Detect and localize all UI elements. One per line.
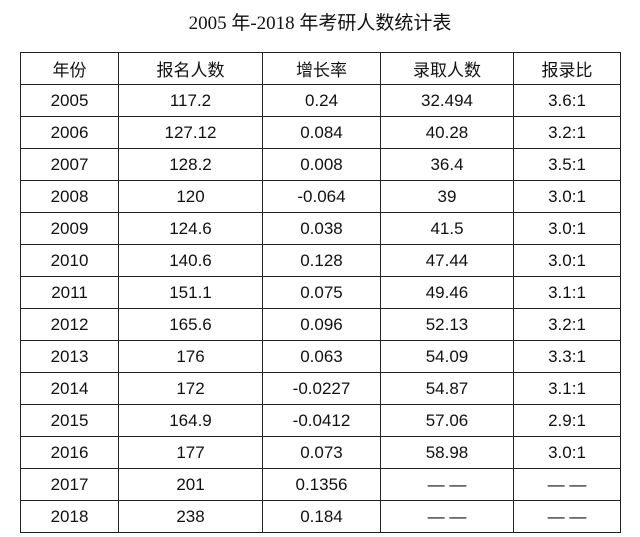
table-cell: 151.1	[118, 276, 263, 309]
table-cell: 47.44	[380, 244, 514, 277]
table-row: 2011 151.1 0.075 49.46 3.1:1	[20, 276, 621, 309]
table-cell: 49.46	[380, 276, 514, 309]
column-header: 报名人数	[118, 52, 263, 85]
table-cell: 40.28	[380, 116, 514, 149]
table-cell: 2.9:1	[513, 404, 621, 437]
table-cell: 0.075	[262, 276, 381, 309]
table-cell: 57.06	[380, 404, 514, 437]
table-cell: 2016	[20, 436, 119, 469]
table-cell: 0.084	[262, 116, 381, 149]
column-header: 增长率	[262, 52, 381, 85]
table-row: 2015 164.9 -0.0412 57.06 2.9:1	[20, 404, 621, 437]
table-row: 2017 201 0.1356— — — —	[20, 468, 621, 501]
header-row: 年份 报名人数 增长率 录取人数 报录比	[20, 52, 621, 85]
table-cell: 2010	[20, 244, 119, 277]
table-cell: 3.1:1	[513, 372, 621, 405]
table-cell: — —	[380, 468, 514, 501]
table-cell: 36.4	[380, 148, 514, 181]
table-cell: 3.0:1	[513, 244, 621, 277]
table-cell: 32.494	[380, 84, 514, 117]
table-cell: 2018	[20, 500, 119, 533]
table-cell: 2012	[20, 308, 119, 341]
table-cell: — —	[513, 468, 621, 501]
table-cell: 41.5	[380, 212, 514, 245]
table-cell: 39	[380, 180, 514, 213]
table-row: 2014 172 -0.0227 54.87 3.1:1	[20, 372, 621, 405]
table-cell: 140.6	[118, 244, 263, 277]
table-cell: 120	[118, 180, 263, 213]
table-row: 2018 238 0.184— — — —	[20, 500, 621, 533]
table-cell: 3.2:1	[513, 116, 621, 149]
data-table: 年份 报名人数 增长率 录取人数 报录比 2005 117.2 0.24 32.494 3.6:…	[20, 52, 621, 533]
table-cell: 127.12	[118, 116, 263, 149]
table-row: 2016 177 0.073 58.98 3.0:1	[20, 436, 621, 469]
table-row: 2008 120 -0.064 39 3.0:1	[20, 180, 621, 213]
table-cell: 0.128	[262, 244, 381, 277]
table-cell: 3.0:1	[513, 180, 621, 213]
table-cell: 2008	[20, 180, 119, 213]
table-cell: 3.3:1	[513, 340, 621, 373]
table-cell: 3.0:1	[513, 212, 621, 245]
table-row: 2006 127.12 0.084 40.28 3.2:1	[20, 116, 621, 149]
table-cell: 2006	[20, 116, 119, 149]
table-cell: 0.038	[262, 212, 381, 245]
table-row: 2010 140.6 0.128 47.44 3.0:1	[20, 244, 621, 277]
table-row: 2013 176 0.063 54.09 3.3:1	[20, 340, 621, 373]
table-cell: 0.184	[262, 500, 381, 533]
table-cell: 0.096	[262, 308, 381, 341]
table-cell: — —	[380, 500, 514, 533]
table-cell: 2015	[20, 404, 119, 437]
table-cell: 165.6	[118, 308, 263, 341]
table-cell: 54.87	[380, 372, 514, 405]
table-row: 2012 165.6 0.096 52.13 3.2:1	[20, 308, 621, 341]
table-cell: 52.13	[380, 308, 514, 341]
table-cell: 124.6	[118, 212, 263, 245]
table-cell: 128.2	[118, 148, 263, 181]
table-cell: 176	[118, 340, 263, 373]
table-cell: 54.09	[380, 340, 514, 373]
table-cell: 2009	[20, 212, 119, 245]
table-body: 2005 117.2 0.24 32.494 3.6:1 2006 127.12 0.084 4…	[20, 84, 621, 533]
table-title: 2005 年-2018 年考研人数统计表	[188, 13, 452, 34]
table-cell: 238	[118, 500, 263, 533]
table-cell: -0.0227	[262, 372, 381, 405]
table-cell: 3.6:1	[513, 84, 621, 117]
table-cell: 0.008	[262, 148, 381, 181]
table-cell: 164.9	[118, 404, 263, 437]
table-cell: 177	[118, 436, 263, 469]
table-cell: 172	[118, 372, 263, 405]
table-cell: — —	[513, 500, 621, 533]
table-cell: 3.5:1	[513, 148, 621, 181]
table-cell: 2017	[20, 468, 119, 501]
table-row: 2005 117.2 0.24 32.494 3.6:1	[20, 84, 621, 117]
column-header: 录取人数	[380, 52, 514, 85]
table-cell: -0.064	[262, 180, 381, 213]
table-row: 2009 124.6 0.038 41.5 3.0:1	[20, 212, 621, 245]
table-cell: 2011	[20, 276, 119, 309]
table-cell: 117.2	[118, 84, 263, 117]
table-cell: 0.1356	[262, 468, 381, 501]
table-cell: 2007	[20, 148, 119, 181]
table-cell: 0.24	[262, 84, 381, 117]
table-cell: 2014	[20, 372, 119, 405]
table-cell: 58.98	[380, 436, 514, 469]
table-cell: 3.2:1	[513, 308, 621, 341]
column-header: 年份	[20, 52, 119, 85]
table-cell: 0.073	[262, 436, 381, 469]
table-cell: 2005	[20, 84, 119, 117]
table-cell: 201	[118, 468, 263, 501]
table-cell: 3.0:1	[513, 436, 621, 469]
table-row: 2007 128.2 0.008 36.4 3.5:1	[20, 148, 621, 181]
table-cell: 0.063	[262, 340, 381, 373]
column-header: 报录比	[513, 52, 621, 85]
table-cell: 2013	[20, 340, 119, 373]
table-cell: 3.1:1	[513, 276, 621, 309]
table-cell: -0.0412	[262, 404, 381, 437]
